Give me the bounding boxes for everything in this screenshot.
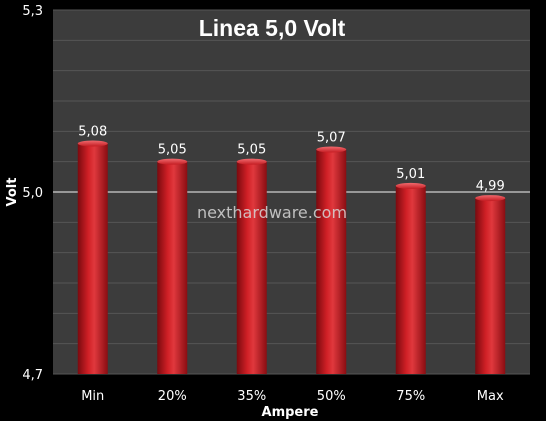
data-label: 5,07 (317, 131, 346, 146)
y-tick-label: 5,0 (22, 186, 43, 201)
data-labels: 5,08 5,05 5,05 5,07 5,01 4,99 (78, 124, 504, 194)
gridlines (53, 9, 530, 375)
bar-body (316, 149, 347, 374)
chart-title: Linea 5,0 Volt (199, 15, 346, 41)
bar-cap (475, 195, 506, 202)
bar-body (395, 185, 426, 374)
y-axis-ticks: 4,7 5,0 5,3 (22, 4, 43, 383)
x-tick-label: 75% (396, 389, 425, 404)
bar (77, 140, 108, 374)
bar-cap (236, 158, 267, 165)
bar (316, 146, 347, 374)
bar-body (77, 143, 108, 374)
x-tick-label: Max (477, 389, 504, 404)
data-label: 5,01 (396, 167, 425, 182)
bar-cap (316, 146, 347, 153)
x-tick-label: 20% (158, 389, 187, 404)
bar-body (157, 161, 188, 374)
y-tick-label: 4,7 (22, 368, 43, 383)
bar (475, 195, 506, 374)
data-label: 5,05 (158, 143, 187, 158)
y-axis-title: Volt (5, 178, 20, 207)
bar (236, 158, 267, 374)
x-tick-label: 35% (237, 389, 266, 404)
bar (157, 158, 188, 374)
data-label: 5,08 (78, 124, 107, 139)
watermark: nexthardware.com (197, 203, 347, 222)
bar-body (475, 198, 506, 374)
bars (77, 140, 506, 374)
x-tick-label: Min (81, 389, 104, 404)
bar (395, 182, 426, 374)
bar-cap (77, 140, 108, 147)
x-axis-title: Ampere (262, 405, 319, 420)
y-tick-label: 5,3 (22, 4, 43, 19)
bar-body (236, 161, 267, 374)
data-label: 4,99 (476, 179, 505, 194)
bar-cap (157, 158, 188, 165)
data-label: 5,05 (237, 143, 266, 158)
x-axis-ticks: Min 20% 35% 50% 75% Max (81, 389, 504, 404)
x-tick-label: 50% (317, 389, 346, 404)
bar-cap (395, 182, 426, 189)
